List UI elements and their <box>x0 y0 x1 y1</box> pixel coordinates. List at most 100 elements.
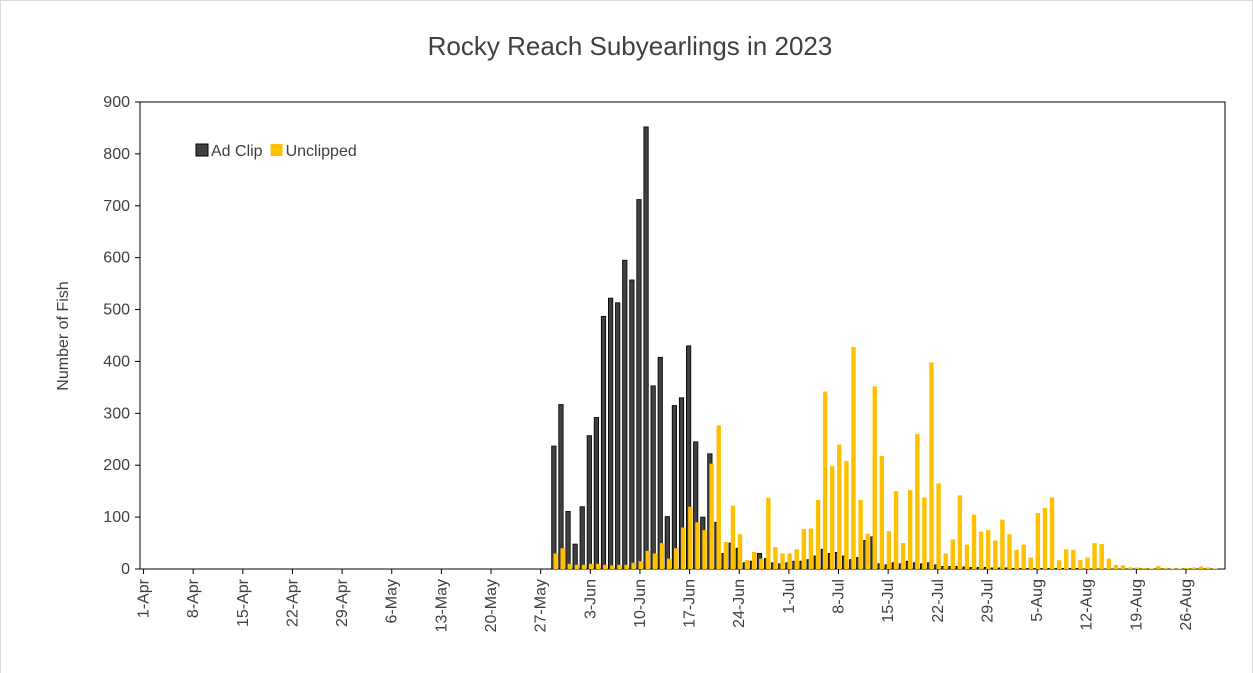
x-tick-label: 10-Jun <box>632 579 649 628</box>
bar <box>617 564 622 569</box>
chart-title: Rocky Reach Subyearlings in 2023 <box>428 31 833 61</box>
bar <box>558 404 564 570</box>
bar <box>1071 549 1076 569</box>
bar <box>971 514 977 569</box>
bar <box>1156 565 1161 569</box>
x-tick-label: 15-Jul <box>880 579 897 623</box>
bar <box>1170 568 1175 569</box>
y-axis-label: Number of Fish <box>55 281 72 390</box>
x-tick-label: 29-Apr <box>334 578 351 627</box>
bar <box>993 540 998 569</box>
bar <box>631 562 636 569</box>
legend-label: Unclipped <box>286 143 357 160</box>
bar <box>624 564 629 569</box>
bar <box>702 530 707 569</box>
legend-swatch <box>270 144 283 156</box>
bar <box>1191 567 1197 569</box>
legend-label: Ad Clip <box>211 143 263 160</box>
bar <box>1113 564 1119 569</box>
bar <box>808 528 814 569</box>
bar <box>1078 560 1083 569</box>
bar <box>815 499 821 569</box>
x-tick-label: 22-Jul <box>930 579 947 623</box>
y-tick-label: 200 <box>103 457 130 474</box>
bar <box>650 385 656 570</box>
x-tick-label: 8-Jul <box>831 579 848 614</box>
bar <box>1106 558 1111 569</box>
bar <box>900 543 906 569</box>
bar <box>636 199 642 570</box>
x-tick-label: 5-Aug <box>1029 579 1046 622</box>
bar <box>560 548 565 569</box>
bar <box>766 497 771 569</box>
bar <box>794 549 799 569</box>
bar <box>908 490 913 569</box>
y-tick-label: 500 <box>103 302 130 319</box>
bar <box>1142 567 1147 569</box>
bar <box>943 553 948 569</box>
bar <box>652 553 658 569</box>
x-tick-label: 17-Jun <box>682 579 699 628</box>
bar <box>893 491 899 569</box>
x-tick-label: 22-Apr <box>284 578 301 627</box>
bar <box>1042 507 1048 569</box>
x-tick-label: 29-Jul <box>979 579 996 623</box>
bar <box>600 315 607 570</box>
bar <box>1120 565 1126 569</box>
x-tick-label: 6-May <box>384 579 401 623</box>
bar <box>759 558 764 569</box>
bar <box>1028 557 1033 569</box>
x-tick-label: 12-Aug <box>1079 579 1096 631</box>
bar <box>567 563 573 569</box>
x-tick-label: 15-Apr <box>235 578 252 627</box>
y-tick-label: 600 <box>103 250 130 267</box>
bar <box>603 564 608 569</box>
bar <box>787 553 792 569</box>
bar <box>615 302 621 570</box>
bar <box>879 455 885 569</box>
bar <box>1212 568 1218 569</box>
bar <box>1184 567 1189 569</box>
bar <box>886 531 892 569</box>
bar <box>1064 549 1069 569</box>
y-tick-label: 700 <box>103 198 130 215</box>
bar <box>837 444 842 569</box>
bar <box>957 495 963 569</box>
bar <box>588 563 594 569</box>
bar <box>830 466 835 569</box>
bar <box>929 362 934 569</box>
bar <box>1177 568 1182 569</box>
bar <box>730 505 736 569</box>
bar <box>595 563 601 569</box>
bar <box>915 434 920 569</box>
bar <box>751 551 757 569</box>
bar <box>844 461 849 569</box>
bar <box>964 544 970 569</box>
bar <box>671 405 678 570</box>
bar <box>659 543 665 569</box>
y-tick-label: 300 <box>103 405 130 422</box>
bar <box>744 560 750 569</box>
x-tick-label: 24-Jun <box>731 579 748 628</box>
bar <box>645 550 651 569</box>
bar <box>1099 544 1104 569</box>
y-tick-label: 900 <box>103 94 130 111</box>
x-tick-label: 1-Jul <box>781 579 798 614</box>
bar <box>801 529 807 569</box>
bar <box>610 565 615 569</box>
bar <box>565 511 571 570</box>
bar <box>666 558 672 569</box>
bar <box>1092 543 1097 569</box>
bar <box>622 259 628 570</box>
bar <box>673 548 679 569</box>
bar <box>1149 568 1154 569</box>
bar <box>858 499 863 569</box>
y-tick-label: 800 <box>103 146 130 163</box>
bar <box>1021 544 1026 569</box>
bar <box>657 356 663 570</box>
bar <box>581 564 587 569</box>
bar <box>936 483 941 569</box>
x-tick-label: 26-Aug <box>1178 579 1195 631</box>
bar <box>593 417 600 570</box>
